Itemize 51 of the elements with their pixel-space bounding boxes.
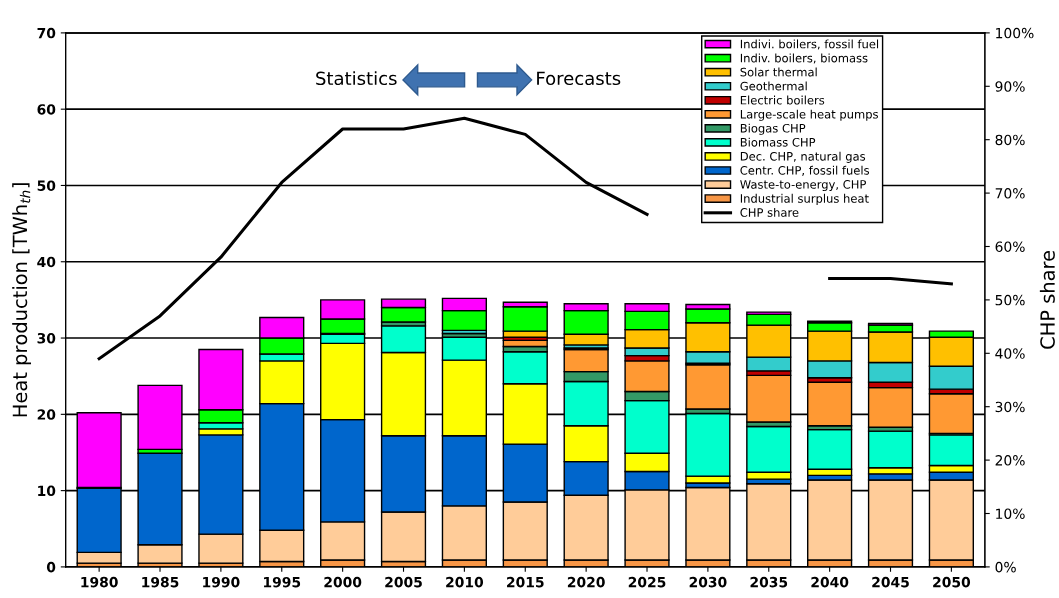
- annotation: Statistics: [316, 71, 397, 86]
- legend-label: CHP share: [740, 207, 799, 217]
- annotation: Forecasts: [537, 71, 621, 86]
- y-tick-label: 50: [37, 180, 56, 191]
- x-tick-label: 2000: [324, 576, 362, 588]
- y2-tick-label: 60%: [995, 241, 1025, 252]
- y2-tick-label: 40%: [995, 348, 1025, 359]
- x-tick-label: 2030: [689, 576, 727, 588]
- y-tick-label: 70: [37, 27, 56, 39]
- x-tick-label: 1990: [203, 576, 240, 588]
- y2-tick-label: 80%: [995, 134, 1025, 146]
- legend-label: Biogas CHP: [740, 123, 806, 135]
- legend-label: Electric boilers: [740, 95, 825, 105]
- x-tick-label: 2050: [933, 576, 971, 588]
- y-tick-label: 60: [37, 104, 56, 115]
- y2-tick-label: 30%: [995, 401, 1025, 413]
- y2-tick-label: 50%: [995, 294, 1025, 306]
- y-tick-label: 0: [46, 561, 56, 573]
- x-tick-label: 2045: [872, 576, 909, 588]
- legend-label: Indivi. boilers, fossil fuel: [740, 39, 879, 50]
- x-tick-label: 2005: [385, 576, 422, 588]
- legend-label: Indiv. boilers, biomass: [740, 53, 868, 64]
- y2-tick-label: 20%: [995, 455, 1025, 466]
- y-tick-label: 20: [37, 409, 56, 420]
- legend-label: Large-scale heat pumps: [740, 109, 878, 121]
- legend-label: Biomass CHP: [740, 137, 816, 147]
- y2-tick-label: 10%: [996, 508, 1025, 519]
- y2-tick-label: 90%: [995, 81, 1025, 92]
- x-tick-label: 1980: [81, 576, 118, 588]
- x-tick-label: 2025: [628, 576, 666, 588]
- y2-tick-label: 70%: [995, 188, 1025, 199]
- y2-axis-title: CHP share: [1039, 250, 1055, 349]
- legend-label: Waste-to-energy, CHP: [740, 180, 866, 191]
- x-tick-label: 2035: [750, 576, 788, 588]
- x-tick-label: 2015: [507, 576, 544, 588]
- x-tick-label: 1985: [142, 576, 179, 588]
- y2-tick-label: 100%: [996, 27, 1034, 39]
- x-tick-label: 2010: [446, 576, 484, 588]
- legend-label: Centr. CHP, fossil fuels: [740, 165, 870, 176]
- x-tick-label: 2040: [811, 576, 849, 588]
- legend-label: Industrial surplus heat: [740, 193, 869, 206]
- y2-tick-label: 0%: [995, 561, 1016, 573]
- x-tick-label: 1995: [264, 576, 301, 588]
- y-tick-label: 30: [37, 333, 56, 344]
- legend-label: Geothermal: [740, 81, 807, 91]
- y-tick-label: 10: [38, 485, 56, 497]
- legend-label: Dec. CHP, natural gas: [740, 151, 866, 163]
- x-tick-label: 2020: [567, 576, 605, 588]
- y-tick-label: 40: [37, 256, 56, 268]
- y-axis-title: Heat production [TWh$_{th}$]: [12, 183, 32, 417]
- legend-label: Solar thermal: [740, 67, 817, 77]
